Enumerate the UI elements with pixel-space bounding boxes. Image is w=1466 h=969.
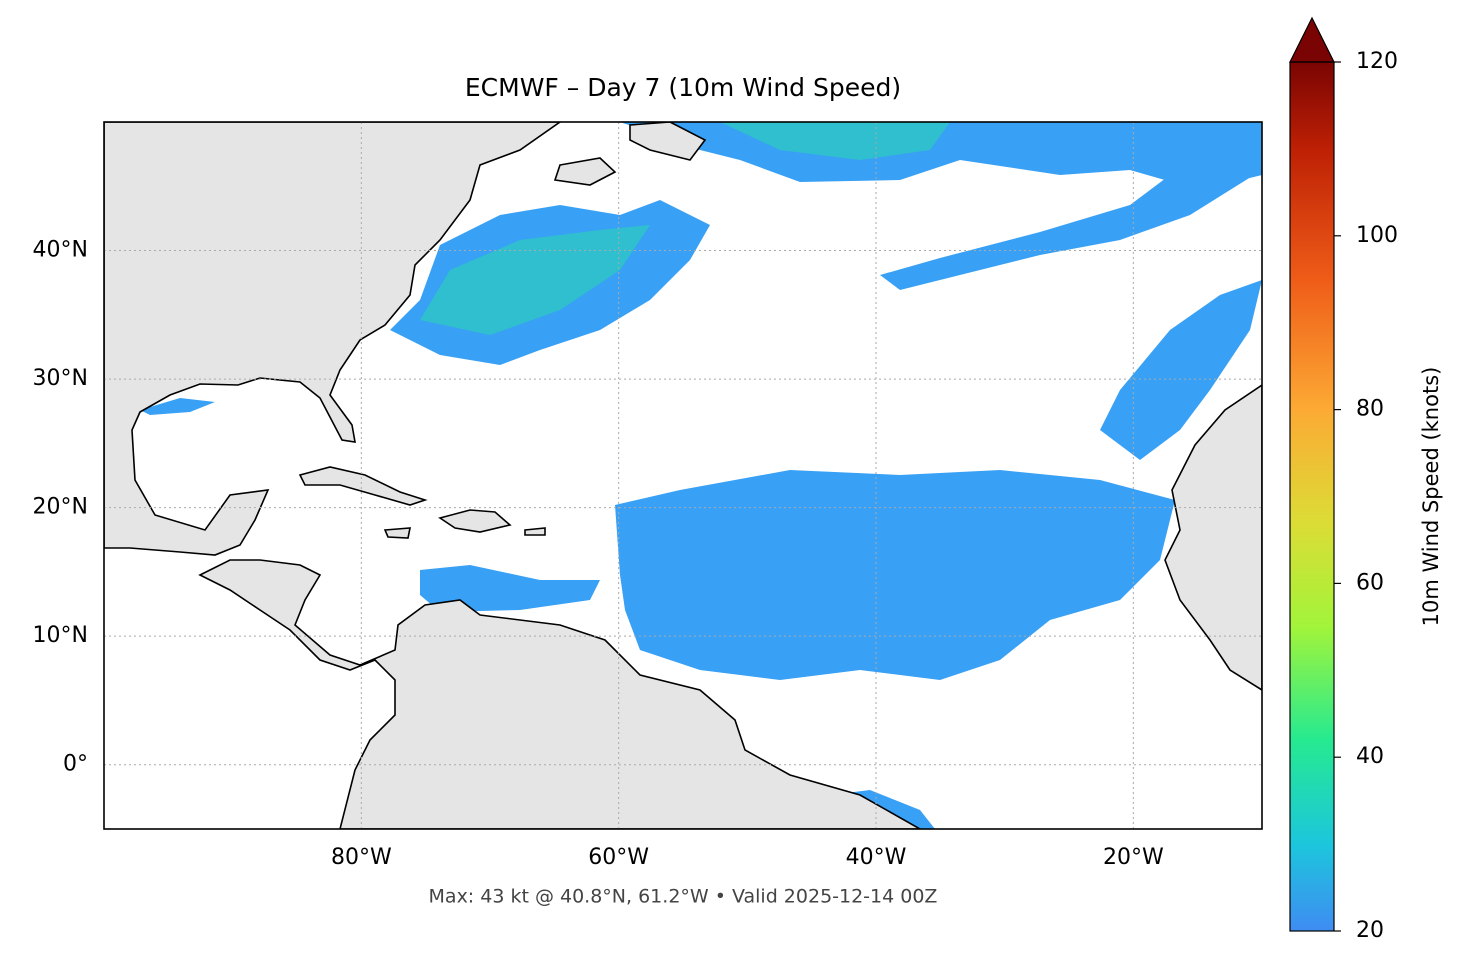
central-south-america — [198, 559, 922, 829]
map-footer: Max: 43 kt @ 40.8°N, 61.2°W • Valid 2025… — [429, 886, 938, 908]
lon-tick-label: 40°W — [846, 845, 907, 870]
colorbar-extension — [1289, 16, 1335, 63]
map-body — [104, 122, 1262, 829]
land — [104, 122, 1262, 829]
lat-tick-label: 30°N — [33, 366, 88, 391]
colorbar-tick-label: 80 — [1356, 397, 1384, 422]
wind-area — [1100, 280, 1262, 460]
lat-tick-label: 20°N — [33, 495, 88, 520]
colorbar-tick-label: 60 — [1356, 570, 1384, 595]
newfoundland — [629, 122, 707, 161]
hispaniola — [438, 509, 512, 533]
colorbar: 20 40 60 80 100 120 10m Wind Speed (knots) — [1289, 16, 1443, 943]
wind-area — [140, 398, 215, 415]
colorbar-label: 10m Wind Speed (knots) — [1419, 367, 1443, 627]
lon-tick-label: 20°W — [1103, 845, 1164, 870]
colorbar-tick-label: 40 — [1356, 744, 1384, 769]
map-frame — [103, 121, 1263, 830]
lon-tick-label: 60°W — [588, 845, 649, 870]
lat-tick-label: 40°N — [33, 238, 88, 263]
puerto-rico — [524, 527, 546, 536]
cuba — [298, 466, 428, 506]
wind-area — [615, 470, 1175, 680]
nova-scotia — [553, 157, 617, 186]
wind-area — [420, 225, 650, 335]
africa — [1164, 384, 1262, 691]
wind-area — [880, 135, 1262, 290]
graticule — [104, 122, 1262, 829]
north-america — [104, 122, 562, 556]
lat-tick-label: 0° — [63, 752, 88, 777]
lat-tick-label: 10°N — [33, 623, 88, 648]
wind-area — [420, 565, 600, 612]
colorbar-tick-label: 20 — [1356, 918, 1384, 943]
lon-tick-label: 80°W — [331, 845, 392, 870]
colorbar-tick-label: 100 — [1356, 223, 1398, 248]
map-title: ECMWF – Day 7 (10m Wind Speed) — [465, 73, 901, 102]
jamaica — [383, 527, 411, 539]
colorbar-tick-label: 120 — [1356, 49, 1398, 74]
wind-area — [720, 122, 950, 160]
colorbar-frame — [1289, 61, 1335, 932]
wind-field — [140, 122, 1262, 829]
colorbar-fill — [1290, 62, 1334, 931]
